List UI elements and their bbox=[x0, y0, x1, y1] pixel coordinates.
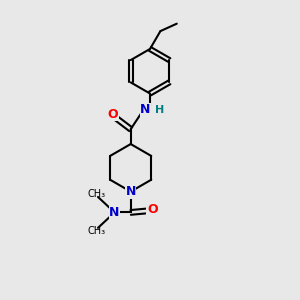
Text: N: N bbox=[125, 185, 136, 198]
Text: O: O bbox=[107, 108, 118, 121]
Text: O: O bbox=[147, 203, 158, 216]
Text: N: N bbox=[140, 103, 151, 116]
Text: N: N bbox=[109, 206, 119, 219]
Text: CH₃: CH₃ bbox=[87, 226, 106, 236]
Text: H: H bbox=[155, 105, 164, 115]
Text: CH₃: CH₃ bbox=[87, 189, 106, 199]
